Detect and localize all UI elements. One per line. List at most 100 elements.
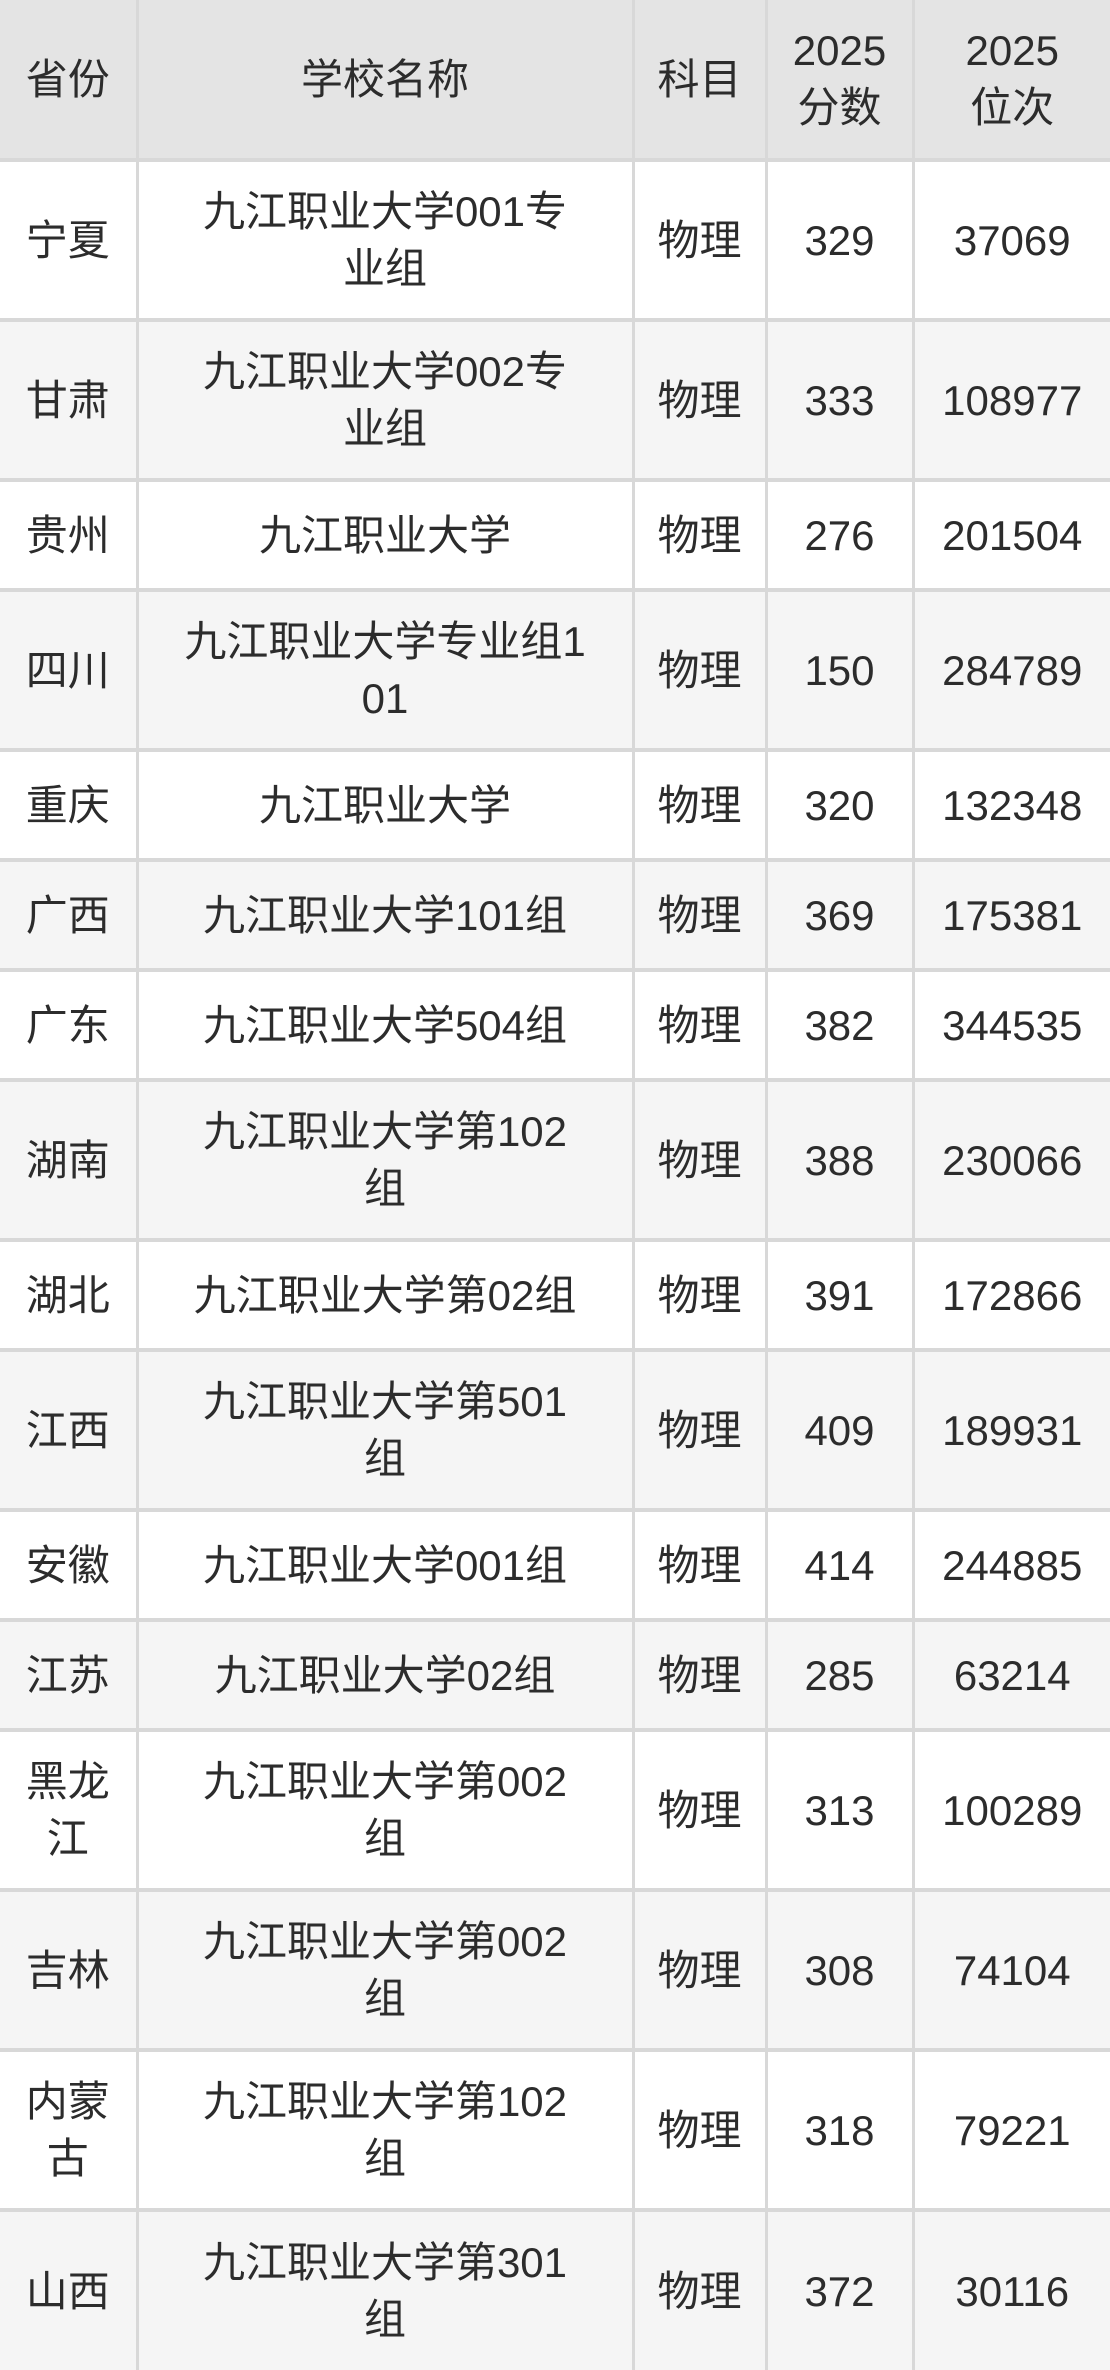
table-row: 内蒙 古 九江职业大学第102 组 物理 318 79221 xyxy=(0,2048,1110,2212)
score-cell: 329 xyxy=(764,158,915,322)
score-cell: 369 xyxy=(764,858,915,972)
rank-cell: 172866 xyxy=(911,1238,1110,1352)
table-row: 广东 九江职业大学504组 物理 382 344535 xyxy=(0,968,1110,1082)
province-cell: 广西 xyxy=(0,858,139,972)
rank-cell: 284789 xyxy=(911,588,1110,752)
table-row: 湖北 九江职业大学第02组 物理 391 172866 xyxy=(0,1238,1110,1352)
col-header-province: 省份 xyxy=(0,0,139,162)
subject-cell: 物理 xyxy=(631,1078,768,1242)
header-row: 省份 学校名称 科目 2025 分数 2025 位次 xyxy=(0,0,1110,162)
province-cell: 广东 xyxy=(0,968,139,1082)
score-cell: 150 xyxy=(764,588,915,752)
table-row: 宁夏 九江职业大学001专 业组 物理 329 37069 xyxy=(0,158,1110,322)
school-cell: 九江职业大学002专 业组 xyxy=(135,318,635,482)
school-cell: 九江职业大学001专 业组 xyxy=(135,158,635,322)
score-cell: 391 xyxy=(764,1238,915,1352)
province-cell: 重庆 xyxy=(0,748,139,862)
school-cell: 九江职业大学第501 组 xyxy=(135,1348,635,1512)
table-row: 安徽 九江职业大学001组 物理 414 244885 xyxy=(0,1508,1110,1622)
table-row: 贵州 九江职业大学 物理 276 201504 xyxy=(0,478,1110,592)
province-cell: 黑龙 江 xyxy=(0,1728,139,1892)
rank-cell: 100289 xyxy=(911,1728,1110,1892)
rank-cell: 63214 xyxy=(911,1618,1110,1732)
table-row: 江西 九江职业大学第501 组 物理 409 189931 xyxy=(0,1348,1110,1512)
school-cell: 九江职业大学第301 组 xyxy=(135,2208,635,2370)
subject-cell: 物理 xyxy=(631,2208,768,2370)
subject-cell: 物理 xyxy=(631,968,768,1082)
rank-cell: 74104 xyxy=(911,1888,1110,2052)
rank-cell: 244885 xyxy=(911,1508,1110,1622)
rank-cell: 201504 xyxy=(911,478,1110,592)
rank-cell: 108977 xyxy=(911,318,1110,482)
score-cell: 409 xyxy=(764,1348,915,1512)
table-body: 宁夏 九江职业大学001专 业组 物理 329 37069 甘肃 九江职业大学0… xyxy=(0,158,1110,2370)
subject-cell: 物理 xyxy=(631,1348,768,1512)
table-row: 吉林 九江职业大学第002 组 物理 308 74104 xyxy=(0,1888,1110,2052)
province-cell: 内蒙 古 xyxy=(0,2048,139,2212)
subject-cell: 物理 xyxy=(631,2048,768,2212)
province-cell: 江苏 xyxy=(0,1618,139,1732)
school-cell: 九江职业大学 xyxy=(135,748,635,862)
score-cell: 308 xyxy=(764,1888,915,2052)
col-header-school: 学校名称 xyxy=(135,0,635,162)
table-row: 山西 九江职业大学第301 组 物理 372 30116 xyxy=(0,2208,1110,2370)
subject-cell: 物理 xyxy=(631,1618,768,1732)
province-cell: 山西 xyxy=(0,2208,139,2370)
score-cell: 333 xyxy=(764,318,915,482)
table-row: 黑龙 江 九江职业大学第002 组 物理 313 100289 xyxy=(0,1728,1110,1892)
province-cell: 四川 xyxy=(0,588,139,752)
col-header-score: 2025 分数 xyxy=(764,0,915,162)
table-row: 广西 九江职业大学101组 物理 369 175381 xyxy=(0,858,1110,972)
school-cell: 九江职业大学504组 xyxy=(135,968,635,1082)
rank-cell: 79221 xyxy=(911,2048,1110,2212)
subject-cell: 物理 xyxy=(631,478,768,592)
subject-cell: 物理 xyxy=(631,158,768,322)
rank-cell: 344535 xyxy=(911,968,1110,1082)
school-cell: 九江职业大学第102 组 xyxy=(135,1078,635,1242)
subject-cell: 物理 xyxy=(631,1728,768,1892)
school-cell: 九江职业大学02组 xyxy=(135,1618,635,1732)
score-cell: 320 xyxy=(764,748,915,862)
school-cell: 九江职业大学第002 组 xyxy=(135,1728,635,1892)
school-cell: 九江职业大学第002 组 xyxy=(135,1888,635,2052)
score-cell: 382 xyxy=(764,968,915,1082)
score-cell: 313 xyxy=(764,1728,915,1892)
table-row: 甘肃 九江职业大学002专 业组 物理 333 108977 xyxy=(0,318,1110,482)
table-row: 四川 九江职业大学专业组1 01 物理 150 284789 xyxy=(0,588,1110,752)
province-cell: 湖北 xyxy=(0,1238,139,1352)
score-cell: 318 xyxy=(764,2048,915,2212)
school-cell: 九江职业大学 xyxy=(135,478,635,592)
score-cell: 388 xyxy=(764,1078,915,1242)
rank-cell: 189931 xyxy=(911,1348,1110,1512)
subject-cell: 物理 xyxy=(631,1238,768,1352)
subject-cell: 物理 xyxy=(631,748,768,862)
school-cell: 九江职业大学001组 xyxy=(135,1508,635,1622)
rank-cell: 230066 xyxy=(911,1078,1110,1242)
subject-cell: 物理 xyxy=(631,1508,768,1622)
table-header: 省份 学校名称 科目 2025 分数 2025 位次 xyxy=(0,0,1110,162)
score-cell: 285 xyxy=(764,1618,915,1732)
subject-cell: 物理 xyxy=(631,858,768,972)
province-cell: 宁夏 xyxy=(0,158,139,322)
rank-cell: 30116 xyxy=(911,2208,1110,2370)
table-row: 重庆 九江职业大学 物理 320 132348 xyxy=(0,748,1110,862)
col-header-rank: 2025 位次 xyxy=(911,0,1110,162)
province-cell: 安徽 xyxy=(0,1508,139,1622)
rank-cell: 132348 xyxy=(911,748,1110,862)
subject-cell: 物理 xyxy=(631,588,768,752)
province-cell: 吉林 xyxy=(0,1888,139,2052)
table-row: 江苏 九江职业大学02组 物理 285 63214 xyxy=(0,1618,1110,1732)
province-cell: 湖南 xyxy=(0,1078,139,1242)
school-cell: 九江职业大学101组 xyxy=(135,858,635,972)
table-row: 湖南 九江职业大学第102 组 物理 388 230066 xyxy=(0,1078,1110,1242)
rank-cell: 37069 xyxy=(911,158,1110,322)
score-cell: 414 xyxy=(764,1508,915,1622)
score-cell: 276 xyxy=(764,478,915,592)
subject-cell: 物理 xyxy=(631,1888,768,2052)
score-cell: 372 xyxy=(764,2208,915,2370)
school-cell: 九江职业大学专业组1 01 xyxy=(135,588,635,752)
province-cell: 甘肃 xyxy=(0,318,139,482)
school-cell: 九江职业大学第02组 xyxy=(135,1238,635,1352)
